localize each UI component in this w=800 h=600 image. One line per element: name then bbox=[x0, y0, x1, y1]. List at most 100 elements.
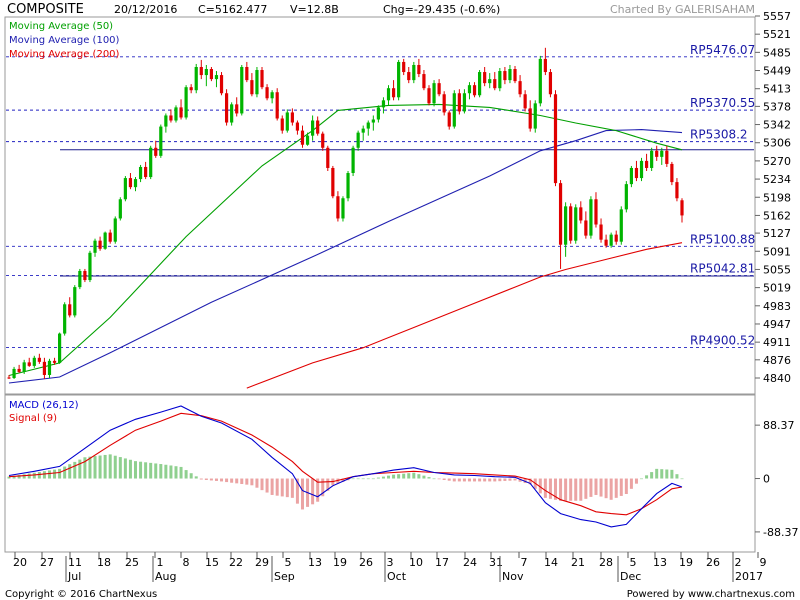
candle-body bbox=[22, 362, 26, 372]
macd-histogram-bar bbox=[584, 478, 588, 499]
macd-histogram-bar bbox=[564, 478, 568, 501]
macd-histogram-bar bbox=[675, 474, 679, 479]
candle-body bbox=[417, 64, 421, 75]
candle-body bbox=[477, 72, 482, 96]
candle-body bbox=[680, 200, 684, 216]
legend-ma50: Moving Average (50) bbox=[9, 21, 113, 32]
price-tick-label: 5378 bbox=[763, 100, 791, 113]
day-tick-label: 27 bbox=[40, 556, 54, 569]
macd-histogram-bar bbox=[341, 478, 345, 482]
macd-histogram-bar bbox=[569, 478, 573, 501]
candle-body bbox=[42, 361, 47, 375]
macd-histogram-bar bbox=[63, 466, 67, 479]
price-tick-label: 5521 bbox=[763, 28, 791, 41]
macd-histogram-bar bbox=[68, 464, 72, 479]
candle-body bbox=[98, 240, 102, 249]
candle-body bbox=[270, 92, 274, 99]
macd-histogram-bar bbox=[351, 478, 355, 480]
month-label: Dec bbox=[620, 570, 641, 583]
candle-body bbox=[422, 74, 426, 89]
candle-body bbox=[442, 94, 446, 113]
day-tick-label: 10 bbox=[409, 556, 423, 569]
candle-body bbox=[37, 357, 41, 362]
candle-body bbox=[356, 132, 360, 148]
candle-body bbox=[214, 75, 219, 80]
day-tick-label: 15 bbox=[205, 556, 219, 569]
candle-body bbox=[52, 360, 57, 363]
candle-body bbox=[260, 70, 264, 88]
powered-label: Powered by www.chartnexus.com bbox=[627, 589, 795, 600]
macd-histogram-bar bbox=[93, 456, 97, 479]
time-axis: 20 27 11 18 25 1 8 15 22 29 5 13 19 26 3 10 17 24 31 7 14 21 2… bbox=[13, 552, 767, 583]
macd-histogram-bar bbox=[660, 469, 664, 479]
macd-histogram-bar bbox=[58, 468, 62, 479]
day-tick-label: 19 bbox=[333, 556, 347, 569]
macd-tick-label: -88.37 bbox=[763, 526, 798, 539]
macd-histogram-bar bbox=[134, 461, 138, 479]
candle-body bbox=[538, 58, 542, 104]
day-tick-label: 31 bbox=[489, 556, 503, 569]
macd-histogram-bar bbox=[574, 478, 578, 501]
candle-body bbox=[108, 232, 112, 242]
macd-histogram-bar bbox=[387, 475, 391, 479]
macd-histogram-bar bbox=[27, 473, 31, 479]
candle-body bbox=[63, 304, 67, 334]
candle-body bbox=[83, 270, 87, 281]
credit-label: Charted By GALERISAHAM bbox=[610, 3, 755, 16]
candle-body bbox=[245, 66, 249, 81]
candle-body bbox=[391, 88, 396, 98]
candle-body bbox=[503, 71, 507, 81]
macd-histogram-bar bbox=[17, 475, 21, 479]
candle-body bbox=[467, 85, 472, 94]
macd-histogram-bar bbox=[402, 473, 406, 479]
macd-histogram-bar bbox=[665, 469, 669, 479]
day-tick-label: 26 bbox=[706, 556, 720, 569]
candle-body bbox=[624, 184, 628, 210]
day-tick-label: 26 bbox=[359, 556, 373, 569]
candle-body bbox=[78, 270, 82, 288]
macd-histogram-bar bbox=[139, 461, 143, 479]
macd-histogram-bar bbox=[37, 471, 41, 479]
macd-histogram-bar bbox=[650, 472, 654, 479]
candle-body bbox=[407, 72, 411, 81]
day-tick-label: 25 bbox=[125, 556, 139, 569]
macd-histogram-bar bbox=[7, 476, 11, 479]
macd-histogram-bar bbox=[447, 478, 451, 481]
macd-histogram-bar bbox=[78, 459, 82, 479]
change-label: Chg=-29.435 (-0.6%) bbox=[383, 3, 500, 16]
macd-histogram-bar bbox=[462, 478, 466, 482]
day-tick-label: 1 bbox=[157, 556, 164, 569]
candle-body bbox=[599, 224, 603, 240]
candle-body bbox=[553, 94, 558, 184]
macd-histogram-bar bbox=[528, 478, 532, 485]
candle-body bbox=[523, 94, 527, 109]
candle-body bbox=[609, 234, 613, 246]
candle-body bbox=[543, 58, 547, 73]
price-tick-label: 5485 bbox=[763, 46, 791, 59]
candle-body bbox=[12, 368, 16, 378]
candle-body bbox=[644, 160, 649, 168]
candle-body bbox=[361, 128, 365, 133]
macd-histogram-bar bbox=[240, 478, 244, 485]
candle-body bbox=[381, 100, 386, 108]
macd-histogram-bar bbox=[230, 478, 234, 483]
macd-histogram-bar bbox=[559, 478, 563, 501]
copyright-label: Copyright © 2016 ChartNexus bbox=[5, 589, 157, 600]
candle-body bbox=[366, 122, 370, 129]
macd-histogram-bar bbox=[361, 478, 365, 480]
macd-histogram-bar bbox=[123, 458, 127, 479]
candle-body bbox=[412, 64, 416, 81]
candle-body bbox=[528, 108, 532, 129]
candle-body bbox=[427, 88, 431, 104]
ma200-line bbox=[246, 242, 683, 389]
price-tick-label: 5342 bbox=[763, 119, 791, 132]
day-tick-label: 17 bbox=[435, 556, 449, 569]
candle-body bbox=[154, 147, 158, 156]
candle-body bbox=[275, 92, 279, 119]
candle-body bbox=[32, 357, 36, 366]
candle-body bbox=[518, 81, 522, 95]
macd-tick-label: 0 bbox=[763, 473, 770, 486]
candle-body bbox=[660, 150, 664, 157]
macd-histogram-bar bbox=[270, 478, 274, 495]
